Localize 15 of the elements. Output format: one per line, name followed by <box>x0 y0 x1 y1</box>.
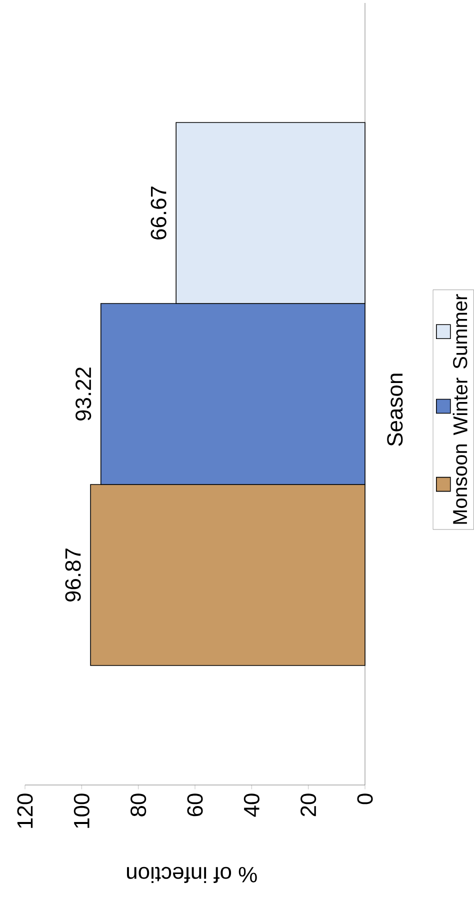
data-label: 96.87 <box>65 548 81 602</box>
legend-label: Winter <box>452 378 468 436</box>
data-label: 66.67 <box>150 186 166 240</box>
x-tick-label: 60 <box>187 794 203 816</box>
y-axis-title: Season <box>387 374 403 446</box>
x-tick-label: 0 <box>357 794 373 804</box>
data-label: 93.22 <box>76 368 92 420</box>
x-axis-title: % of infection <box>127 866 257 884</box>
x-tick-label: 80 <box>130 794 146 816</box>
legend-label: Monsoon <box>453 444 468 524</box>
x-tick-label: 40 <box>244 794 260 817</box>
legend-label: Summer <box>453 294 468 368</box>
x-tick-label: 20 <box>300 794 316 816</box>
x-tick-label: 120 <box>17 794 33 828</box>
x-tick-label: 100 <box>74 794 90 828</box>
